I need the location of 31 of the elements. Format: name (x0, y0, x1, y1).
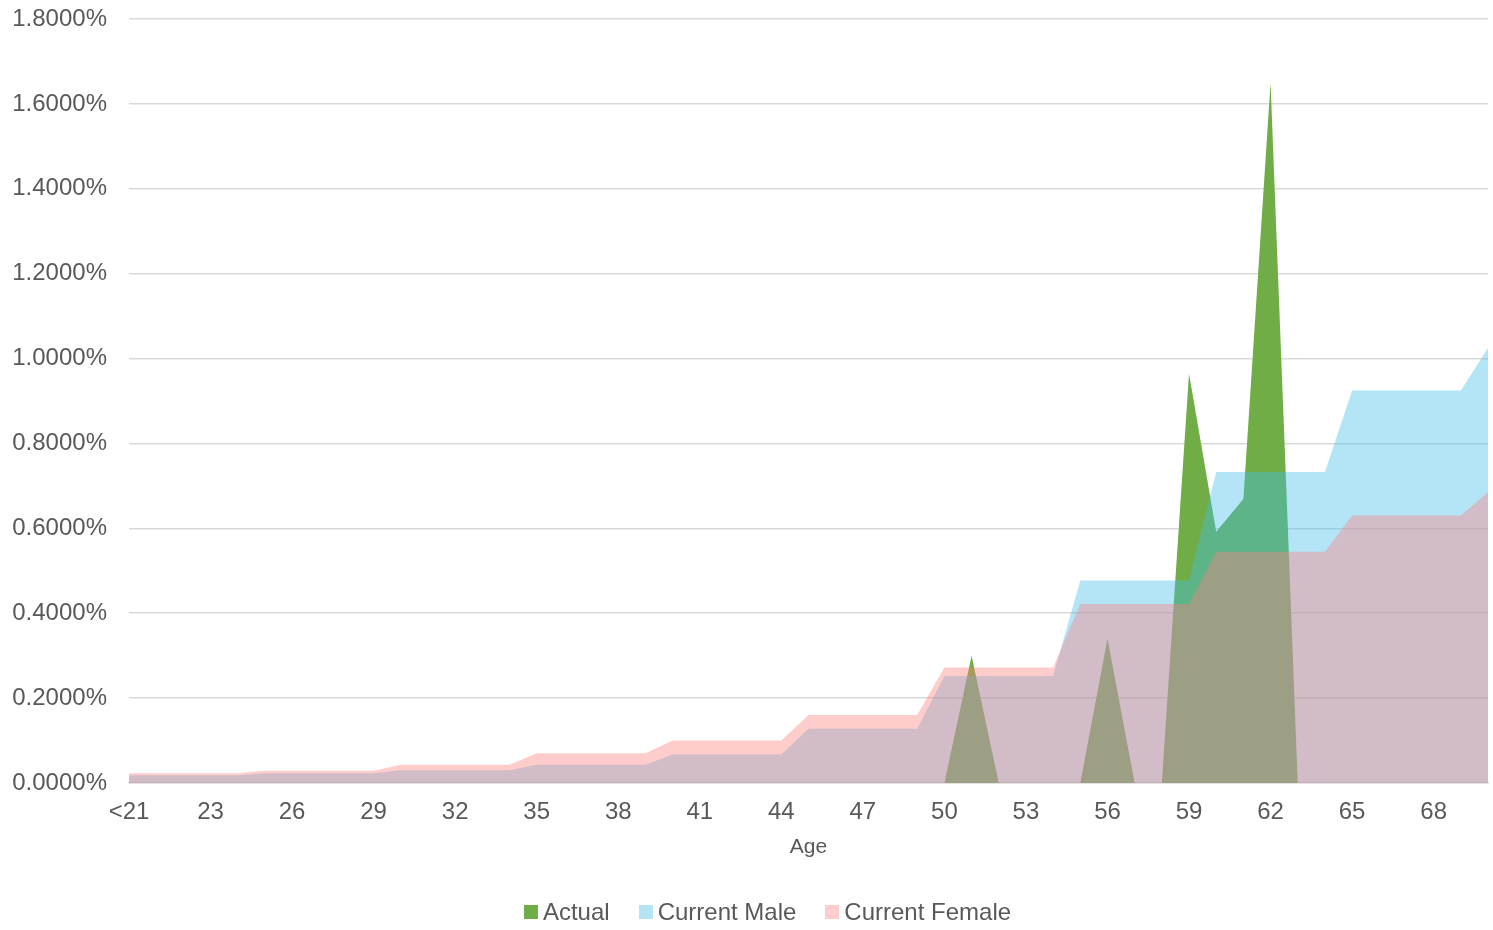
y-tick-label: 1.8000% (12, 3, 107, 31)
x-tick-label: 47 (849, 797, 877, 825)
x-tick-label: 59 (1175, 797, 1203, 825)
x-tick-label: 23 (197, 797, 224, 825)
x-tick-label: 41 (686, 797, 714, 825)
y-tick-label: 0.6000% (12, 512, 107, 540)
x-tick-label: 29 (360, 797, 387, 825)
x-tick-label: 65 (1338, 797, 1366, 825)
x-tick-label: 56 (1094, 797, 1121, 825)
x-tick-label: 32 (441, 797, 469, 825)
legend-label: Actual (542, 898, 610, 926)
x-axis-title: Age (789, 834, 828, 858)
y-tick-label: 1.4000% (12, 173, 107, 201)
legend-label: Current Male (657, 898, 797, 926)
x-tick-label: <21 (108, 797, 150, 825)
y-tick-label: 1.0000% (12, 343, 107, 371)
x-tick-label: 50 (931, 797, 958, 825)
x-tick-label: 44 (767, 797, 795, 825)
x-tick-label: 38 (604, 797, 632, 825)
y-tick-label: 1.6000% (12, 88, 107, 116)
x-tick-label: 62 (1257, 797, 1284, 825)
x-tick-label: 53 (1012, 797, 1040, 825)
y-tick-label: 0.0000% (12, 767, 107, 795)
y-tick-label: 1.2000% (12, 258, 107, 286)
x-tick-label: 26 (278, 797, 306, 825)
x-tick-label: 35 (523, 797, 551, 825)
x-tick-label: 68 (1420, 797, 1447, 825)
y-tick-label: 0.4000% (12, 597, 107, 625)
y-tick-label: 0.2000% (12, 682, 107, 710)
legend-label: Current Female (844, 898, 1012, 926)
y-tick-label: 0.8000% (12, 428, 107, 456)
